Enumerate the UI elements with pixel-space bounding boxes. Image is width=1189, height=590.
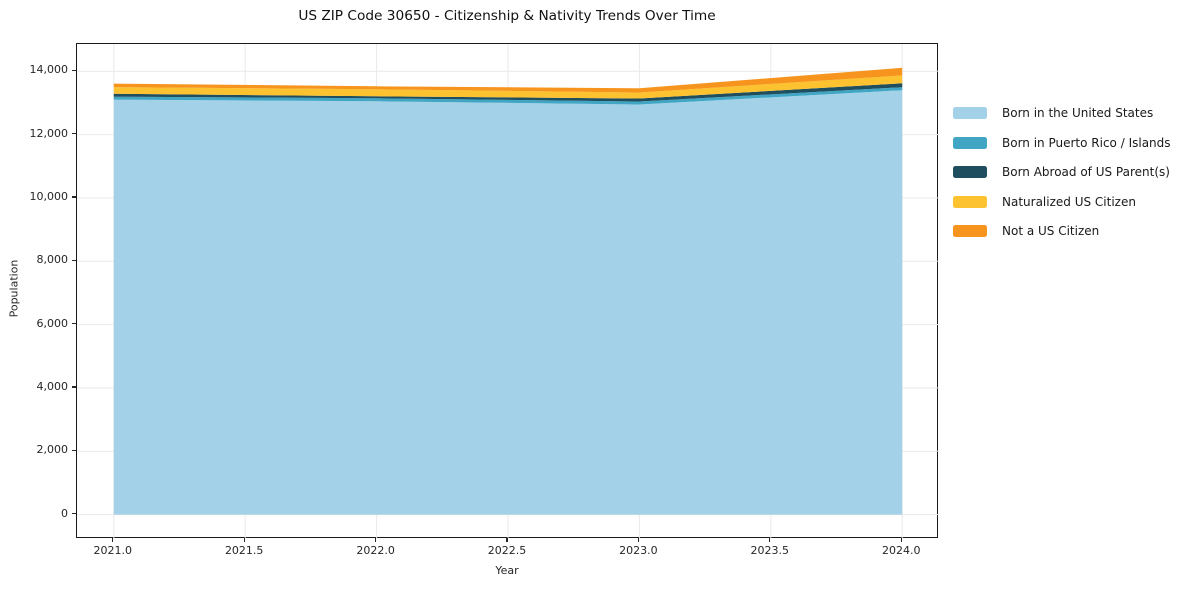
legend-swatch-icon [953, 195, 987, 208]
legend-label: Not a US Citizen [1002, 224, 1100, 238]
legend-item: Not a US Citizen [953, 224, 1171, 238]
y-tick-label: 10,000 [29, 189, 69, 203]
legend-swatch-icon [953, 225, 987, 237]
stacked-area-canvas [77, 44, 939, 539]
y-tick-mark [72, 259, 76, 261]
y-tick-mark [72, 322, 76, 325]
y-tick-label: 0 [61, 506, 68, 520]
area-series-2 [113, 83, 903, 102]
y-tick-label: 12,000 [29, 126, 69, 140]
legend-label: Born in Puerto Rico / Islands [1002, 135, 1171, 150]
y-axis-title: Population [7, 259, 21, 318]
y-tick-label: 2,000 [36, 443, 69, 457]
x-tick-mark [769, 538, 771, 542]
y-tick-mark [72, 386, 76, 388]
x-axis-title: Year [495, 564, 519, 577]
legend-item: Born Abroad of US Parent(s) [953, 165, 1171, 179]
x-tick-label: 2022.5 [487, 544, 527, 557]
chart-title: US ZIP Code 30650 - Citizenship & Nativi… [298, 8, 716, 24]
x-tick-mark [637, 538, 639, 542]
x-tick-label: 2021.5 [224, 544, 264, 557]
legend: Born in the United States Born in Puerto … [953, 106, 1171, 238]
legend-swatch-icon [953, 136, 987, 149]
x-tick-mark [506, 538, 508, 542]
x-tick-mark [112, 538, 114, 542]
legend-swatch-icon [953, 166, 987, 178]
x-tick-mark [374, 538, 377, 542]
legend-item: Born in the United States [953, 106, 1171, 120]
y-tick-mark [72, 69, 76, 71]
y-tick-label: 4,000 [36, 379, 69, 393]
x-tick-label: 2023.5 [750, 544, 790, 557]
legend-label: Born in the United States [1002, 106, 1154, 120]
y-tick-label: 6,000 [36, 316, 69, 330]
legend-label: Naturalized US Citizen [1002, 194, 1136, 209]
y-tick-mark [72, 196, 76, 198]
legend-item: Naturalized US Citizen [953, 195, 1171, 209]
x-tick-label: 2022.0 [356, 544, 395, 557]
y-tick-mark [72, 132, 76, 135]
legend-label: Born Abroad of US Parent(s) [1002, 165, 1170, 179]
x-tick-label: 2021.0 [93, 544, 133, 557]
area-series-4 [113, 67, 903, 93]
area-series-1 [113, 87, 903, 105]
legend-item: Born in Puerto Rico / Islands [953, 136, 1171, 150]
legend-swatch-icon [953, 107, 987, 119]
plot-area [76, 43, 939, 539]
y-tick-label: 8,000 [36, 253, 69, 267]
y-tick-label: 14,000 [29, 63, 69, 77]
y-tick-mark [72, 513, 76, 515]
area-series-3 [113, 75, 903, 99]
x-tick-mark [243, 538, 245, 542]
x-tick-label: 2024.0 [881, 544, 921, 557]
y-tick-mark [72, 449, 76, 451]
area-series-0 [113, 90, 903, 515]
x-tick-mark [900, 538, 902, 542]
x-tick-label: 2023.0 [619, 544, 658, 557]
